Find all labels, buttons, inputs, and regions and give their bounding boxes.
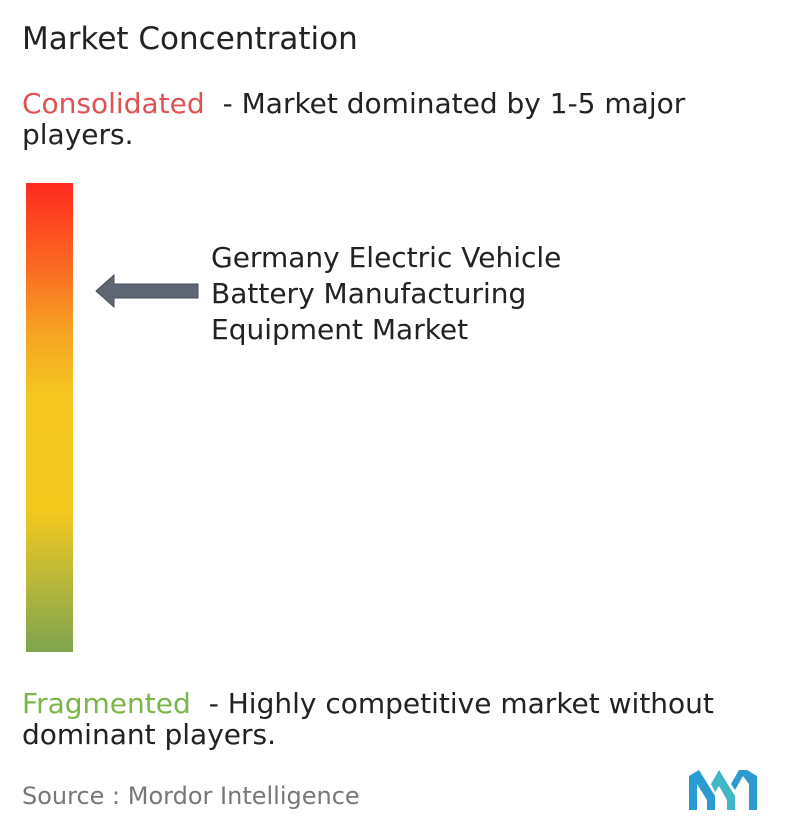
market-position-arrow-icon	[95, 273, 199, 309]
market-name-label: Germany Electric Vehicle Battery Manufac…	[211, 240, 562, 346]
fragmented-keyword: Fragmented	[22, 687, 191, 720]
consolidated-keyword: Consolidated	[22, 87, 205, 120]
chart-title: Market Concentration	[22, 21, 358, 57]
concentration-gradient-bar	[26, 183, 73, 652]
consolidated-text: - Market dominated by 1-5 major players.	[22, 87, 686, 151]
fragmented-text: - Highly competitive market without domi…	[22, 687, 714, 751]
source-credit: Source : Mordor Intelligence	[22, 782, 360, 810]
consolidated-description: Consolidated - Market dominated by 1-5 ma…	[22, 88, 792, 150]
mordor-intelligence-logo-icon	[689, 770, 757, 810]
fragmented-description: Fragmented - Highly competitive market wi…	[22, 688, 792, 750]
